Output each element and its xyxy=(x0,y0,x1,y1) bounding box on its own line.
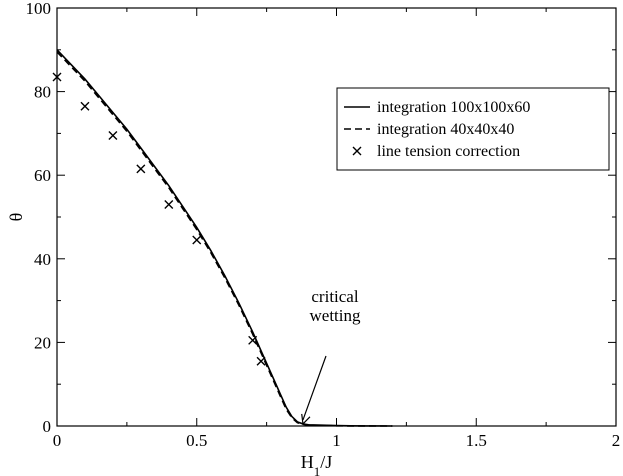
x-axis-label-suffix: /J xyxy=(320,452,332,472)
data-point-line-tension xyxy=(136,164,146,174)
series-line-1 xyxy=(56,51,393,427)
legend-box xyxy=(336,87,610,171)
y-tick-label: 100 xyxy=(26,0,52,18)
data-point-line-tension xyxy=(164,199,174,209)
x-tick-label: 0 xyxy=(53,431,62,450)
legend-label: line tension correction xyxy=(377,143,520,160)
y-tick-label: 0 xyxy=(43,417,52,436)
plot-frame xyxy=(56,7,617,427)
data-point-line-tension xyxy=(248,335,258,345)
annotation-text: critical xyxy=(311,287,358,306)
x-axis-label: H1/J xyxy=(301,452,333,476)
x-axis-label-main: H xyxy=(301,452,314,472)
data-point-line-tension xyxy=(256,356,266,366)
y-axis-label: θ xyxy=(6,213,26,222)
y-tick-label: 60 xyxy=(34,166,51,185)
x-tick-label: 2 xyxy=(612,431,621,450)
y-tick-label: 20 xyxy=(34,333,51,352)
y-tick-label: 80 xyxy=(34,83,51,102)
data-point-line-tension xyxy=(108,130,118,140)
legend: integration 100x100x60 integration 40x40x… xyxy=(336,87,610,171)
data-point-line-tension xyxy=(52,72,62,82)
annotation-text: wetting xyxy=(310,306,361,325)
x-tick-label: 1 xyxy=(332,431,341,450)
data-point-line-tension xyxy=(80,101,90,111)
annotation-arrow xyxy=(302,355,327,421)
legend-label: integration 40x40x40 xyxy=(377,121,514,138)
x-tick-label: 1.5 xyxy=(466,431,487,450)
annotation-arrowhead xyxy=(301,413,311,426)
legend-label: integration 100x100x60 xyxy=(377,99,530,116)
x-axis-label-sub: 1 xyxy=(314,464,321,476)
x-tick-label: 0.5 xyxy=(186,431,207,450)
data-point-line-tension xyxy=(192,235,202,245)
y-tick-label: 40 xyxy=(34,250,51,269)
series-layer xyxy=(52,49,393,427)
legend-marker xyxy=(352,146,362,156)
